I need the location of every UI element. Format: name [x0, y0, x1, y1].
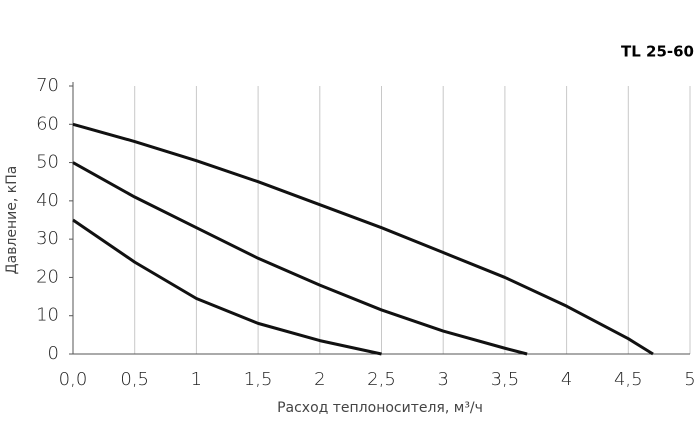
curve: [72, 218, 382, 356]
y-tick-label: 50: [36, 152, 59, 173]
x-tick-label: 3: [437, 369, 448, 390]
x-tick-label: 2,5: [367, 369, 396, 390]
y-tick-label: 0: [48, 343, 59, 364]
y-tick-label: 40: [36, 190, 59, 211]
x-tick-label: 1,5: [244, 369, 273, 390]
y-tick-label: 60: [36, 113, 59, 134]
x-tick-label: 0,0: [59, 369, 88, 390]
x-tick-label: 5: [684, 369, 695, 390]
y-tick-label: 10: [36, 305, 59, 326]
x-tick-label: 1: [191, 369, 202, 390]
curve: [72, 161, 528, 356]
curve: [72, 122, 654, 356]
x-tick-label: 0,5: [120, 369, 149, 390]
y-tick-label: 20: [36, 266, 59, 287]
y-tick-label: 70: [36, 75, 59, 96]
x-tick-label: 4: [561, 369, 572, 390]
x-tick-label: 3,5: [491, 369, 520, 390]
chart-title: TL 25-60: [621, 43, 694, 61]
x-axis-title: Расход теплоносителя, м³/ч: [277, 400, 483, 416]
x-tick-label: 2: [314, 369, 325, 390]
x-tick-label: 4,5: [614, 369, 643, 390]
y-axis-title: Давление, кПа: [4, 166, 20, 275]
y-tick-label: 30: [36, 228, 59, 249]
